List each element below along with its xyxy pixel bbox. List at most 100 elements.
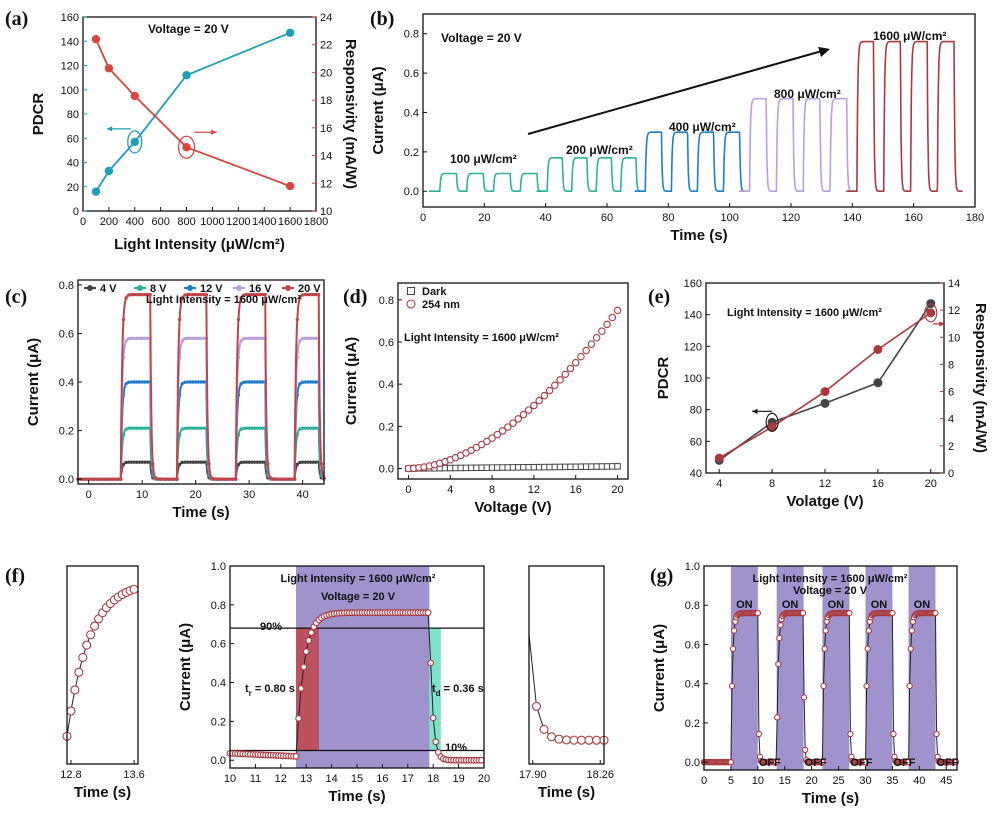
annotation: Light Intensity = 1600 μW/cm² [404, 332, 559, 344]
data-point [183, 426, 187, 430]
data-point [728, 682, 736, 690]
y-axis-label: Current (μA) [343, 337, 360, 425]
data-point [92, 477, 96, 481]
data-point [70, 685, 80, 695]
off-label: OFF [805, 757, 827, 769]
data-point [504, 464, 512, 471]
data-point [820, 682, 827, 690]
panel-c: 0 10 20 30 40 0.0 0.2 0.4 0.6 0.8 Time (s) Current … [25, 279, 326, 521]
data-point [199, 336, 203, 340]
series-line [77, 293, 325, 481]
y-tick-label: 0.0 [379, 463, 394, 475]
data-point [908, 627, 915, 634]
data-point [191, 380, 195, 384]
data-point [311, 380, 316, 384]
annotation: Light Intensity = 1600 μW/cm² [727, 307, 882, 319]
data-point [541, 463, 548, 471]
x-axis-label: Time (s) [74, 784, 131, 801]
data-point [540, 391, 549, 400]
data-point [177, 317, 182, 322]
y-axis-label: Current (μA) [651, 624, 668, 712]
data-point [255, 380, 259, 384]
panel-label-f1: (f) [5, 565, 25, 587]
data-point [592, 333, 601, 342]
plot-content [528, 633, 609, 745]
data-point [244, 336, 249, 341]
data-point [551, 381, 559, 390]
data-point [530, 401, 538, 410]
marker-ellipse [924, 303, 938, 323]
data-point [306, 380, 310, 384]
data-point [86, 477, 91, 481]
data-point [177, 462, 182, 467]
data-point [242, 426, 246, 430]
data-point [252, 336, 257, 340]
data-point [193, 380, 198, 384]
y-tick-label: 120 [61, 61, 79, 73]
data-point [488, 434, 496, 442]
series-line [845, 40, 963, 192]
data-point [247, 460, 251, 464]
data-point [239, 296, 243, 300]
y-tick-label: 160 [684, 278, 702, 290]
data-point [244, 460, 249, 464]
x-axis-label: Time (s) [328, 788, 385, 805]
data-point [132, 380, 136, 384]
data-point [302, 648, 310, 655]
x-tick-label: 40 [540, 212, 552, 224]
data-point [467, 464, 475, 472]
data-point [567, 463, 574, 471]
data-point [300, 336, 305, 341]
data-point [247, 426, 251, 430]
data-point [260, 426, 265, 430]
decay-time-value: = 0.36 s [441, 683, 484, 695]
legend-label: 20 V [298, 283, 321, 295]
x-tick-label: 11 [250, 773, 261, 785]
data-point [406, 299, 416, 309]
data-point [554, 734, 564, 744]
data-point [242, 380, 246, 384]
data-point [279, 477, 283, 481]
x-tick-label: 8 [489, 484, 495, 496]
data-point [183, 380, 187, 384]
x-tick-label: 17.90 [519, 769, 547, 781]
data-point [483, 464, 491, 471]
data-point [546, 732, 557, 742]
data-point [90, 621, 100, 631]
data-point [193, 426, 198, 430]
plot-background [296, 566, 441, 768]
data-point [252, 460, 257, 464]
data-point [172, 477, 176, 481]
trend-arrow [527, 50, 823, 135]
data-point [303, 380, 307, 384]
data-point [311, 460, 316, 464]
data-point [729, 645, 737, 652]
data-point [250, 426, 254, 430]
data-point-pdcr [182, 71, 191, 80]
data-point [572, 463, 579, 471]
data-point [159, 477, 163, 481]
x-tick-label: 13.6 [123, 769, 144, 781]
data-point [137, 380, 142, 384]
data-point [196, 380, 201, 384]
data-point [754, 609, 761, 617]
light-on-region [730, 566, 758, 770]
series-line [428, 172, 546, 192]
data-point [193, 336, 198, 340]
data-point [137, 336, 142, 340]
data-point [582, 463, 590, 470]
data-point [143, 460, 147, 464]
data-point [201, 426, 206, 430]
data-point [755, 730, 763, 738]
data-point [127, 460, 131, 464]
data-point [407, 287, 415, 295]
y-axis-label: Current (μA) [177, 623, 194, 711]
data-point [587, 340, 596, 348]
data-point [284, 477, 289, 481]
data-point [244, 426, 249, 430]
data-point [276, 477, 281, 481]
y-tick-label: 0.6 [211, 639, 226, 651]
data-point [863, 682, 870, 690]
data-point [124, 339, 128, 343]
data-point [135, 380, 139, 384]
